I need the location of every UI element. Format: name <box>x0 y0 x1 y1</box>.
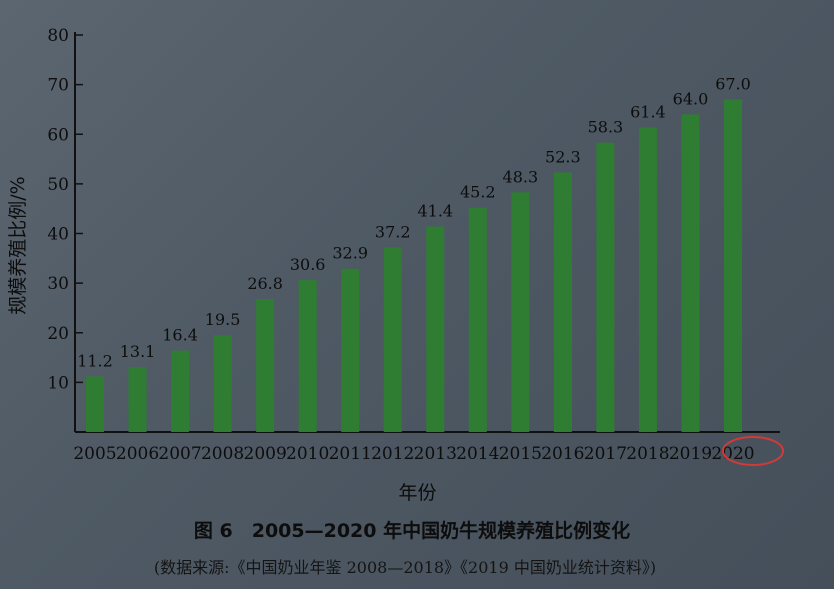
y-axis-title: 规模养殖比例/% <box>7 176 29 314</box>
bar-2008 <box>213 335 232 432</box>
x-tick-label-2013: 2013 <box>414 444 457 464</box>
x-tick-label-2017: 2017 <box>584 444 627 464</box>
x-tick-label-2010: 2010 <box>286 444 329 464</box>
figure-title: 图 6 2005—2020 年中国奶牛规模养殖比例变化 <box>194 519 630 542</box>
y-tick-label: 30 <box>47 274 69 294</box>
x-tick-label-2008: 2008 <box>201 444 244 464</box>
bar-2011 <box>341 268 360 432</box>
bar-2010 <box>298 280 317 432</box>
x-tick-label-2018: 2018 <box>626 444 669 464</box>
x-tick-label-2015: 2015 <box>499 444 542 464</box>
y-tick-label: 70 <box>47 76 69 96</box>
data-label-2013: 41.4 <box>417 202 453 221</box>
y-tick-label: 60 <box>47 125 69 145</box>
bar-2015 <box>511 192 530 432</box>
data-label-2007: 16.4 <box>162 326 198 345</box>
bar-2020 <box>724 99 742 432</box>
y-tick-label: 80 <box>47 26 69 46</box>
bars <box>86 99 742 433</box>
data-label-2014: 45.2 <box>460 183 496 202</box>
x-tick-label-2011: 2011 <box>329 444 372 464</box>
bar-2014 <box>468 207 487 432</box>
x-tick-label-2006: 2006 <box>116 444 159 464</box>
x-tick-label-2012: 2012 <box>371 444 414 464</box>
data-label-2016: 52.3 <box>545 147 581 166</box>
x-tick-label-2007: 2007 <box>158 444 201 464</box>
data-label-2009: 26.8 <box>247 274 283 293</box>
bar-2005 <box>86 376 104 432</box>
y-ticks: 10 20 30 40 50 60 70 80 <box>47 26 83 393</box>
bar-2013 <box>426 226 445 432</box>
y-tick-label: 10 <box>47 373 69 393</box>
data-label-2008: 19.5 <box>205 310 241 329</box>
bar-2009 <box>256 299 275 432</box>
data-label-2010: 30.6 <box>290 255 326 274</box>
x-tick-label-2009: 2009 <box>244 444 287 464</box>
bar-2006 <box>128 366 147 432</box>
x-tick-label-2005: 2005 <box>73 444 116 464</box>
data-label-2005: 11.2 <box>77 351 113 370</box>
x-tick-label-2016: 2016 <box>541 444 584 464</box>
data-label-2017: 58.3 <box>588 118 624 137</box>
y-tick-label: 50 <box>47 175 69 195</box>
y-tick-label: 20 <box>47 324 69 344</box>
x-tick-label-2014: 2014 <box>456 444 499 464</box>
bar-2016 <box>553 172 572 432</box>
source-note: (数据来源:《中国奶业年鉴 2008—2018》《2019 中国奶业统计资料》) <box>154 558 656 577</box>
data-label-2020: 67.0 <box>715 75 751 94</box>
data-label-2006: 13.1 <box>120 342 156 361</box>
data-label-2019: 64.0 <box>673 89 709 108</box>
x-axis-title: 年份 <box>398 482 436 504</box>
data-label-2015: 48.3 <box>503 167 539 186</box>
bar-2018 <box>638 127 657 433</box>
data-label-2018: 61.4 <box>630 102 666 121</box>
x-tick-label-2019: 2019 <box>669 444 712 464</box>
bar-2017 <box>596 142 615 432</box>
data-labels: 11.2 13.1 16.4 19.5 26.8 30.6 32.9 37.2 41.4 45.2… <box>77 75 751 371</box>
bar-2007 <box>171 350 190 432</box>
highlight-circle <box>722 436 784 466</box>
x-tick-label-2020: 2020 <box>711 444 754 464</box>
bar-2019 <box>681 114 700 433</box>
x-tick-labels: 2005 2006 2007 2008 2009 2010 2011 2012 2013 2014… <box>73 444 754 464</box>
bar-2012 <box>383 247 402 432</box>
data-label-2012: 37.2 <box>375 222 411 241</box>
data-label-2011: 32.9 <box>332 244 368 263</box>
y-tick-label: 40 <box>47 225 69 245</box>
